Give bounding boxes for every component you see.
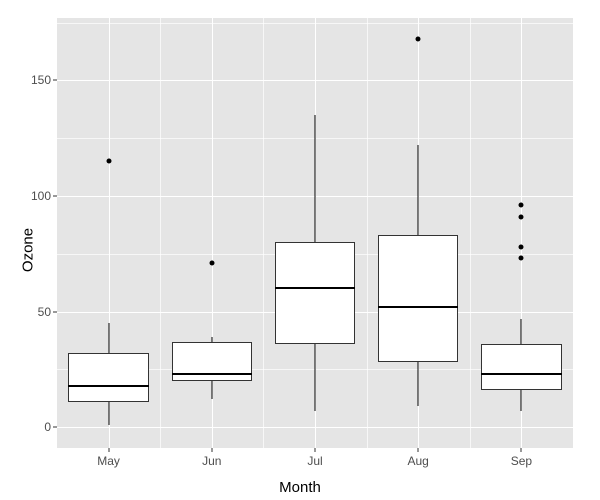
- y-tick-label: 50: [38, 305, 51, 319]
- boxplot-box: [378, 235, 458, 362]
- gridline-v-minor: [263, 18, 264, 448]
- boxplot-outlier: [106, 159, 111, 164]
- boxplot-median: [275, 287, 355, 289]
- boxplot-outlier: [519, 256, 524, 261]
- x-tick-label: Jul: [307, 454, 322, 468]
- plot-panel: 050100150MayJunJulAugSep: [57, 18, 573, 448]
- x-tick-mark: [315, 448, 316, 452]
- gridline-v-minor: [367, 18, 368, 448]
- boxplot-outlier: [209, 261, 214, 266]
- x-tick-mark: [418, 448, 419, 452]
- y-tick-label: 150: [31, 73, 51, 87]
- gridline-v-minor: [470, 18, 471, 448]
- boxplot-median: [172, 373, 252, 375]
- boxplot-median: [481, 373, 561, 375]
- x-axis-title: Month: [279, 479, 321, 496]
- y-tick-label: 0: [44, 420, 51, 434]
- boxplot-box: [481, 344, 561, 390]
- x-tick-label: May: [97, 454, 120, 468]
- boxplot-median: [378, 306, 458, 308]
- x-tick-label: Jun: [202, 454, 221, 468]
- y-tick-mark: [53, 311, 57, 312]
- boxplot-box: [275, 242, 355, 344]
- y-tick-mark: [53, 196, 57, 197]
- gridline-v-minor: [160, 18, 161, 448]
- x-tick-label: Aug: [408, 454, 429, 468]
- boxplot-outlier: [416, 36, 421, 41]
- x-tick-mark: [211, 448, 212, 452]
- x-tick-label: Sep: [511, 454, 532, 468]
- chart-container: Ozone Month 050100150MayJunJulAugSep: [0, 0, 600, 500]
- x-tick-mark: [521, 448, 522, 452]
- x-tick-mark: [108, 448, 109, 452]
- y-tick-mark: [53, 80, 57, 81]
- y-axis-title: Ozone: [20, 228, 37, 272]
- y-tick-label: 100: [31, 189, 51, 203]
- boxplot-outlier: [519, 214, 524, 219]
- y-tick-mark: [53, 427, 57, 428]
- boxplot-box: [172, 342, 252, 381]
- boxplot-outlier: [519, 203, 524, 208]
- boxplot-outlier: [519, 244, 524, 249]
- boxplot-median: [68, 385, 148, 387]
- boxplot-box: [68, 353, 148, 402]
